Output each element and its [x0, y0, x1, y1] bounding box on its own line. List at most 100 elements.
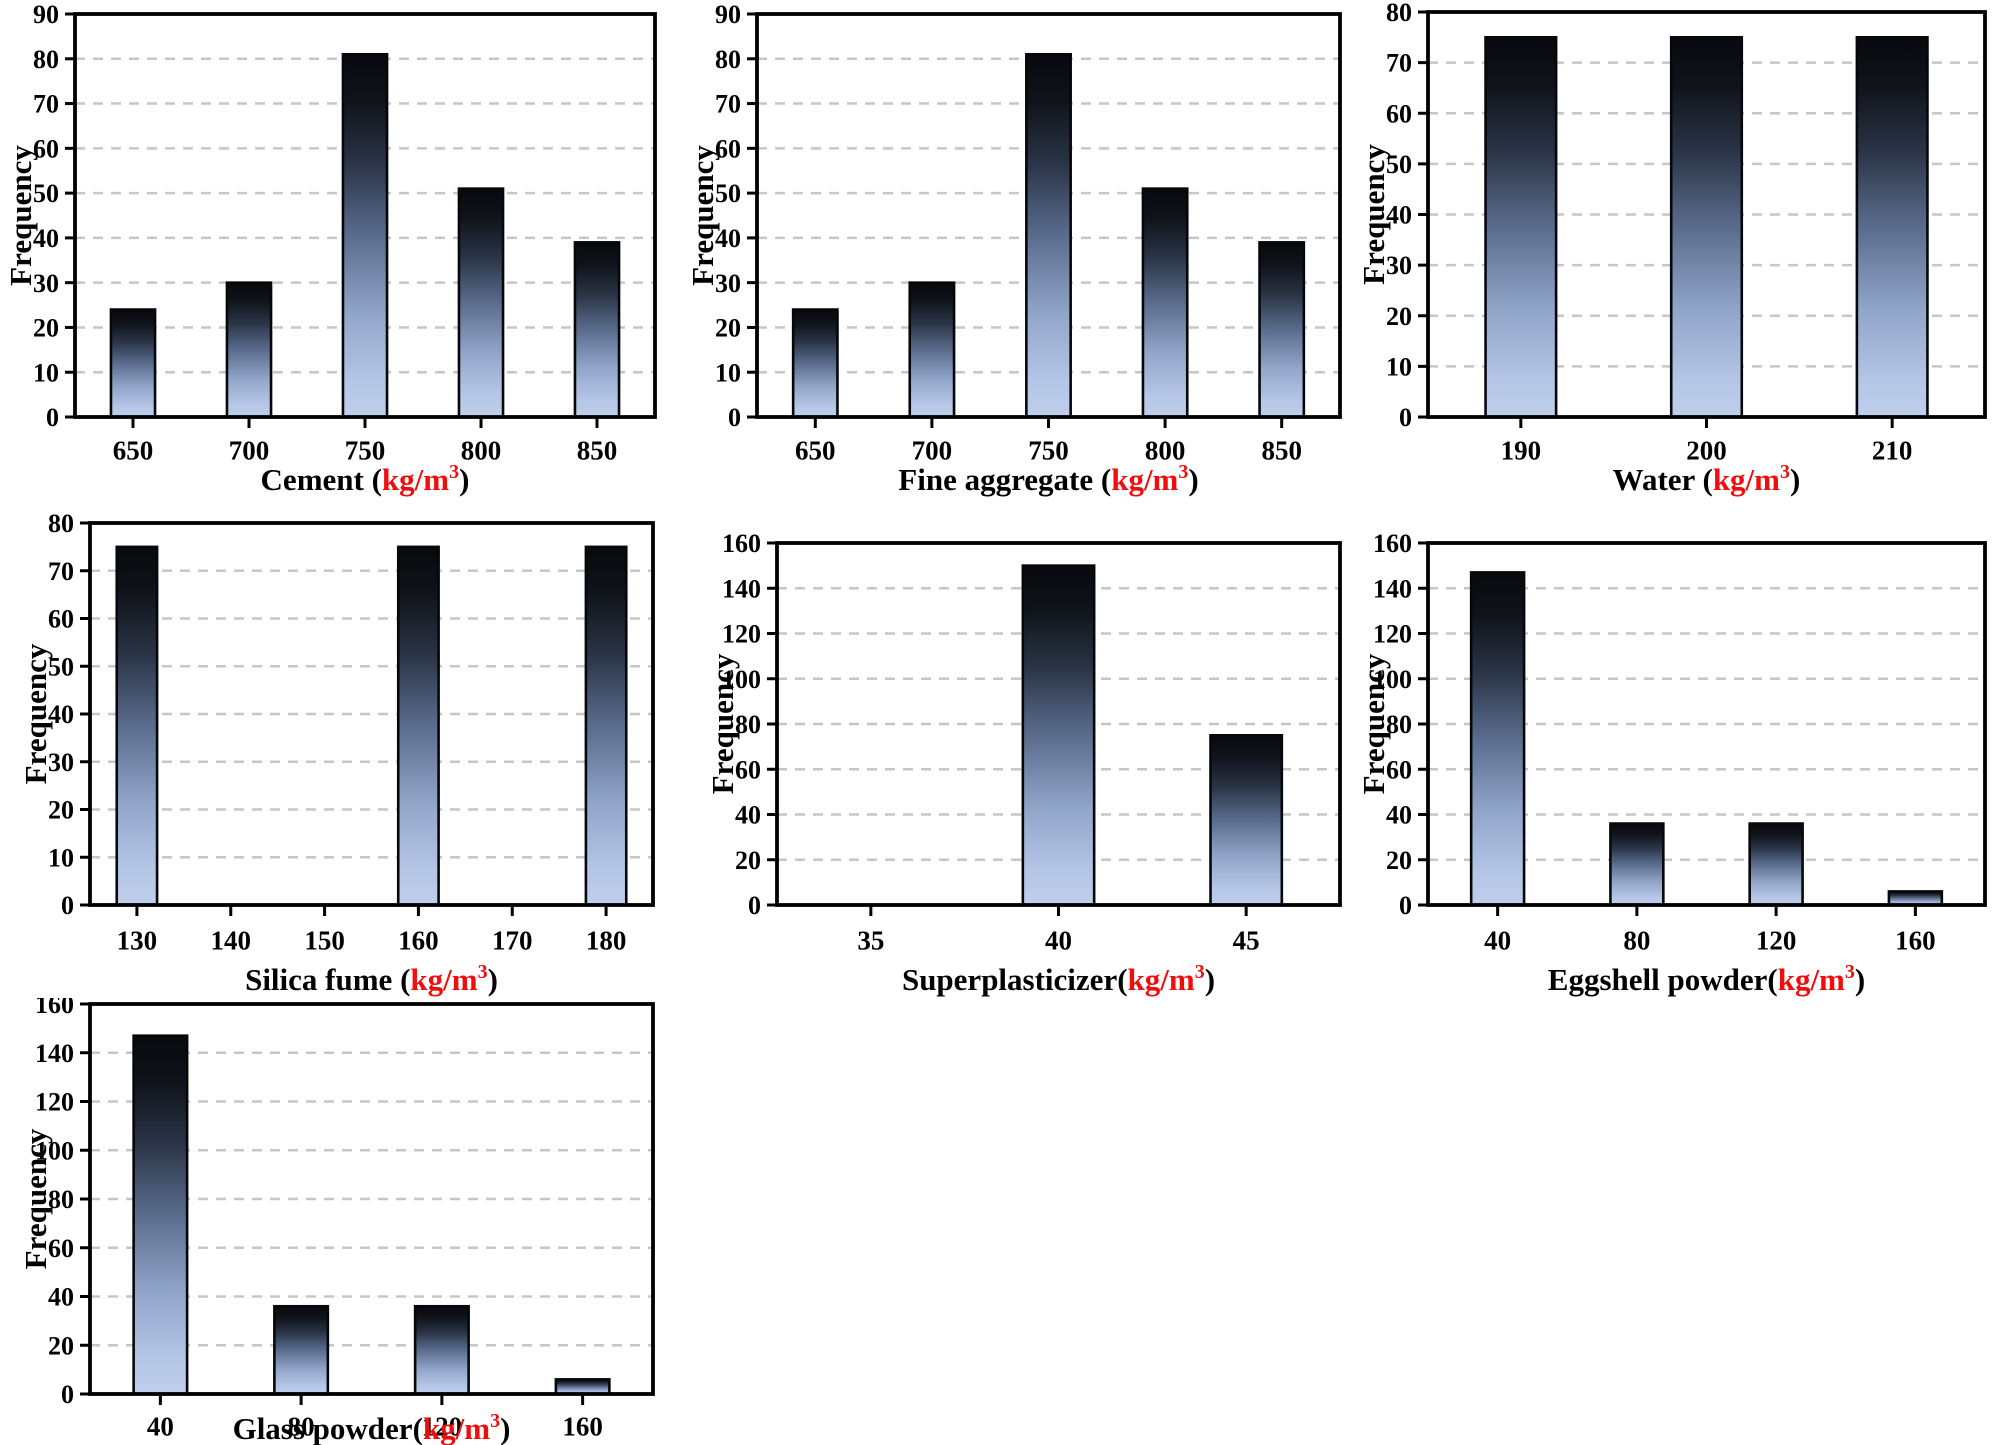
x-tick-label: 650 [795, 435, 836, 465]
x-axis-title-text: Cement ( [261, 462, 382, 497]
x-tick-label: 650 [113, 435, 154, 465]
y-tick-label: 70 [1386, 49, 1412, 78]
y-tick-label: 40 [48, 1283, 74, 1312]
chart-svg-water: 0 10 20 30 40 50 60 70 80 190 200 210 Frequency Water… [1360, 0, 1987, 497]
x-axis-title: Fine aggregate (kg/m3) [898, 461, 1198, 497]
y-tick-label: 40 [1386, 201, 1412, 230]
x-axis-title-superscript: 3 [449, 461, 459, 483]
x-tick-label: 120 [422, 1411, 463, 1441]
y-tick-label: 80 [735, 710, 761, 739]
x-axis-title-superscript: 3 [1195, 961, 1205, 983]
bar-glass-powder-40 [132, 1034, 189, 1396]
x-axis-title-superscript: 3 [478, 961, 488, 983]
x-tick-label: 800 [1145, 435, 1186, 465]
y-axis-title: Frequency [18, 1128, 53, 1269]
y-tick-label: 50 [1386, 150, 1412, 179]
y-axis-title: Frequency [685, 145, 720, 286]
y-tick-label: 70 [33, 90, 59, 119]
x-tick-label: 850 [577, 435, 618, 465]
y-tick-label: 20 [1386, 846, 1412, 875]
x-axis-title: Silica fume (kg/m3) [245, 961, 498, 997]
x-tick-label: 190 [1501, 435, 1542, 465]
bar-eggshell-powder-40 [1469, 571, 1526, 907]
y-tick-label: 0 [46, 403, 59, 432]
y-tick-label: 120 [35, 1088, 74, 1117]
y-tick-label: 160 [1373, 529, 1412, 558]
x-axis-title-close: ) [1790, 462, 1800, 497]
x-tick-label: 160 [562, 1411, 603, 1441]
x-tick-label: 80 [1623, 925, 1650, 955]
y-tick-label: 40 [735, 801, 761, 830]
y-tick-label: 20 [1386, 302, 1412, 331]
y-tick-label: 80 [48, 1185, 74, 1214]
x-tick-label: 160 [1895, 925, 1936, 955]
y-tick-label: 100 [722, 665, 761, 694]
bar-water-200 [1669, 36, 1744, 419]
x-tick-label: 40 [1484, 925, 1511, 955]
x-axis-title-text: Water ( [1613, 462, 1713, 497]
y-tick-label: 30 [1386, 251, 1412, 280]
y-tick-label: 60 [48, 605, 74, 634]
y-tick-label: 80 [1386, 710, 1412, 739]
y-tick-label: 0 [1399, 403, 1412, 432]
y-tick-label: 140 [1373, 574, 1412, 603]
y-tick-label: 0 [728, 403, 741, 432]
x-axis-title-text: Eggshell powder( [1548, 962, 1778, 997]
x-axis-title: Superplasticizer(kg/m3) [902, 961, 1215, 997]
y-tick-label: 20 [48, 796, 74, 825]
bar-cement-700 [225, 281, 273, 419]
y-tick-label: 70 [715, 90, 741, 119]
x-tick-label: 80 [288, 1411, 315, 1441]
y-tick-label: 10 [48, 843, 74, 872]
y-tick-label: 10 [33, 358, 59, 387]
y-axis-title: Frequency [705, 653, 740, 794]
y-tick-label: 120 [722, 620, 761, 649]
x-axis-title-text: Glass powder( [233, 1411, 423, 1445]
bar-cement-650 [109, 308, 157, 419]
y-tick-label: 60 [735, 755, 761, 784]
x-tick-label: 130 [117, 925, 158, 955]
bar-silica-fume-130 [115, 545, 159, 907]
plot-frame [88, 521, 655, 907]
y-tick-label: 100 [1373, 665, 1412, 694]
y-tick-label: 30 [33, 269, 59, 298]
x-axis-title-superscript: 3 [1845, 961, 1855, 983]
bar-superplasticizer-40 [1021, 564, 1096, 907]
y-tick-label: 0 [61, 1380, 74, 1409]
y-tick-label: 60 [1386, 755, 1412, 784]
y-tick-label: 20 [48, 1331, 74, 1360]
x-tick-label: 120 [1756, 925, 1797, 955]
x-tick-label: 700 [912, 435, 953, 465]
bar-water-210 [1855, 36, 1929, 419]
x-axis-title-close: ) [1188, 462, 1198, 497]
chart-svg-superplasticizer: 0 20 40 60 80 100 120 140 160 35 40 45 Frequency Supe… [705, 529, 1342, 997]
y-tick-label: 80 [33, 45, 59, 74]
x-axis-title-close: ) [459, 462, 469, 497]
x-axis-title: Water (kg/m3) [1613, 461, 1801, 497]
chart-svg-eggshell-powder: 0 20 40 60 80 100 120 140 160 40 80 120 160 Frequency… [1360, 529, 1987, 997]
x-axis-title-superscript: 3 [1780, 461, 1790, 483]
x-tick-label: 750 [1028, 435, 1069, 465]
x-axis-title: Cement (kg/m3) [261, 461, 470, 497]
y-axis-title: Frequency [1360, 653, 1391, 794]
bar-cement-850 [573, 241, 621, 419]
y-axis-title: Frequency [1360, 144, 1391, 285]
bar-eggshell-powder-80 [1609, 822, 1665, 907]
x-axis-title-text: Superplasticizer( [902, 962, 1128, 997]
chart-svg-fine-aggregate: 0 10 20 30 40 50 60 70 80 90 650 700 750 800 850 Freque… [685, 0, 1342, 497]
y-tick-label: 120 [1373, 620, 1412, 649]
chart-eggshell-powder: 0 20 40 60 80 100 120 140 160 40 80 120 160 Frequency… [1360, 505, 2000, 999]
x-axis-title-superscript: 3 [490, 1410, 500, 1432]
chart-cement: 0 10 20 30 40 50 60 70 80 90 650 700 750 800 850 Freque… [5, 0, 665, 500]
x-tick-label: 850 [1261, 435, 1302, 465]
x-axis-title-close: ) [1205, 962, 1215, 997]
y-tick-label: 160 [722, 529, 761, 558]
x-tick-label: 200 [1686, 435, 1727, 465]
chart-fine-aggregate: 0 10 20 30 40 50 60 70 80 90 650 700 750 800 850 Freque… [685, 0, 1345, 500]
bar-water-190 [1484, 36, 1558, 419]
x-axis-title-unit: kg/m [1128, 962, 1195, 997]
y-tick-label: 140 [722, 574, 761, 603]
y-tick-label: 10 [715, 358, 741, 387]
bar-fine-aggregate-800 [1141, 187, 1189, 419]
x-tick-label: 210 [1872, 435, 1913, 465]
